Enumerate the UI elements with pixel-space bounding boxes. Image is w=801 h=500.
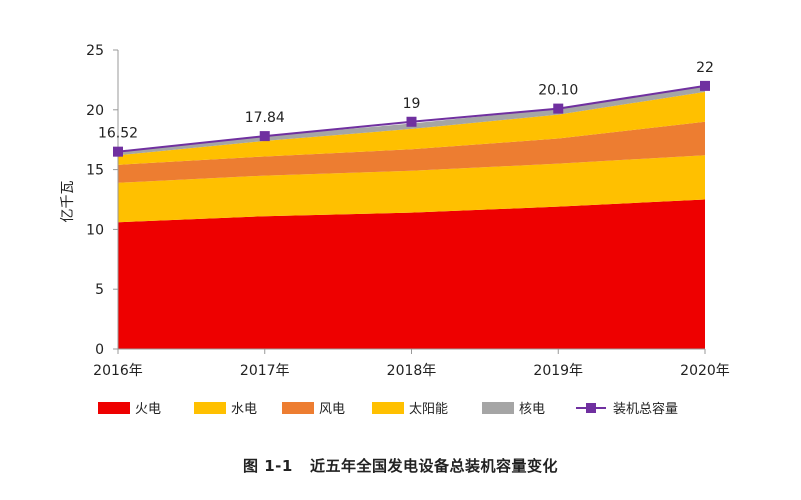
legend-label: 火电 (135, 402, 161, 417)
legend-label: 核电 (519, 402, 545, 417)
legend-item-火电: 火电 (98, 402, 161, 417)
total-capacity-marker (700, 80, 710, 91)
legend-item-核电: 核电 (482, 402, 545, 417)
y-tick-label: 0 (95, 342, 104, 358)
legend-swatch (282, 402, 314, 414)
total-capacity-label: 19 (403, 96, 421, 112)
y-axis-label: 亿千瓦 (60, 181, 76, 223)
total-capacity-marker (553, 103, 564, 114)
total-capacity-label: 16.52 (98, 126, 138, 142)
axes-layer: 0 5 10 15 20 25 2016年 2017年 2018年 2019年 2020年 亿千瓦 (60, 43, 730, 379)
total-capacity-label: 20.10 (538, 83, 578, 99)
legend: 火电 水电 风电 太阳能 核电 装机总容量 (98, 401, 678, 417)
area-风电 (118, 121, 705, 183)
total-capacity-label: 22 (696, 60, 714, 76)
total-capacity-marker (113, 146, 123, 157)
area-火电 (118, 199, 705, 349)
legend-swatch (98, 402, 130, 414)
area-水电 (118, 155, 705, 223)
figure-caption: 图 1-1 近五年全国发电设备总装机容量变化 (243, 457, 558, 475)
x-ticks: 2016年 2017年 2018年 2019年 2020年 (93, 349, 730, 379)
legend-swatch (194, 402, 226, 414)
legend-label: 装机总容量 (613, 401, 678, 417)
legend-label: 水电 (231, 402, 257, 417)
y-tick-label: 25 (86, 43, 104, 59)
x-tick-label: 2019年 (533, 363, 583, 379)
legend-swatch (482, 402, 514, 414)
chart-svg: 0 5 10 15 20 25 2016年 2017年 2018年 2019年 2020年 亿千瓦… (60, 43, 730, 417)
x-tick-label: 2016年 (93, 363, 143, 379)
legend-item-水电: 水电 (194, 402, 257, 417)
legend-item-装机总容量: 装机总容量 (576, 401, 678, 417)
total-capacity-label: 17.84 (245, 110, 285, 126)
total-capacity-marker (406, 116, 417, 127)
legend-marker-swatch (586, 403, 596, 413)
y-tick-label: 20 (86, 103, 104, 119)
area-太阳能 (118, 91, 705, 165)
y-tick-label: 5 (95, 282, 104, 298)
total-capacity-marker (259, 131, 270, 142)
y-tick-label: 10 (86, 222, 104, 238)
y-ticks: 0 5 10 15 20 25 (86, 43, 118, 358)
y-tick-label: 15 (86, 163, 104, 179)
x-tick-label: 2018年 (387, 363, 437, 379)
legend-item-太阳能: 太阳能 (372, 402, 448, 417)
legend-label: 风电 (319, 402, 345, 417)
legend-label: 太阳能 (409, 402, 448, 417)
x-tick-label: 2017年 (240, 363, 290, 379)
x-tick-label: 2020年 (680, 363, 730, 379)
legend-item-风电: 风电 (282, 402, 345, 417)
legend-swatch (372, 402, 404, 414)
total-line-layer: 16.52 17.84 19 20.10 22 (98, 60, 714, 157)
